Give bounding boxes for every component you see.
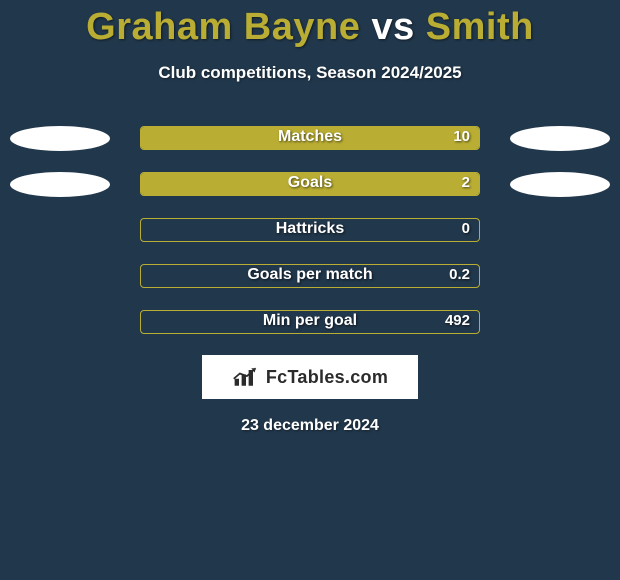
player1-oval xyxy=(10,172,110,197)
stat-bar xyxy=(140,172,480,196)
subtitle: Club competitions, Season 2024/2025 xyxy=(0,63,620,83)
player1-oval xyxy=(10,126,110,151)
player1-name: Graham Bayne xyxy=(86,6,360,48)
stat-bar xyxy=(140,126,480,150)
player2-name: Smith xyxy=(426,6,534,48)
fctables-logo: FcTables.com xyxy=(202,355,418,399)
chart-row: Matches10 xyxy=(0,125,620,151)
footer-date: 23 december 2024 xyxy=(0,417,620,435)
stat-bar-fill xyxy=(141,173,479,195)
chart-row: Hattricks0 xyxy=(0,217,620,243)
chart-row: Goals per match0.2 xyxy=(0,263,620,289)
player2-oval xyxy=(510,172,610,197)
stat-bar xyxy=(140,310,480,334)
player2-oval xyxy=(510,126,610,151)
chart-icon xyxy=(232,365,260,389)
comparison-chart: Matches10 Goals2 Hattricks0 Goals per match… xyxy=(0,125,620,335)
logo-text: FcTables.com xyxy=(266,367,388,388)
title-vs: vs xyxy=(371,6,414,48)
stat-bar-fill xyxy=(141,127,479,149)
stat-bar xyxy=(140,264,480,288)
stat-bar xyxy=(140,218,480,242)
chart-row: Goals2 xyxy=(0,171,620,197)
chart-row: Min per goal492 xyxy=(0,309,620,335)
page-title: Graham Bayne vs Smith xyxy=(0,0,620,49)
